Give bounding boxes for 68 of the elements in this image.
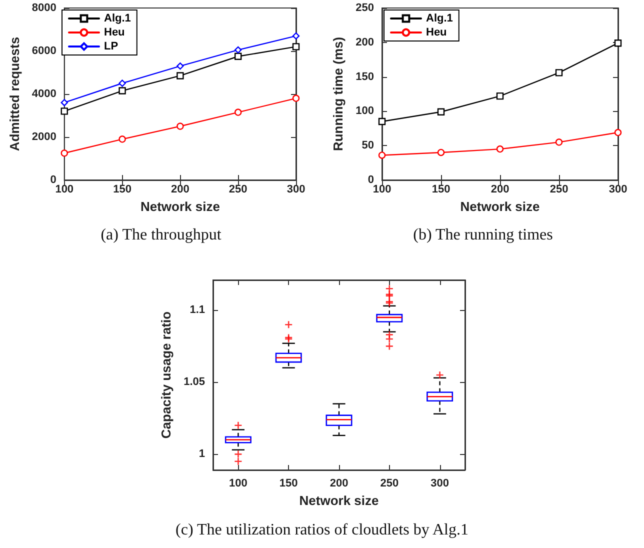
point — [60, 99, 68, 106]
point — [234, 46, 242, 54]
point — [60, 108, 68, 115]
legend-label: Heu — [426, 26, 447, 38]
x-tick-label: 100 — [55, 184, 74, 196]
text: (b) The running times — [413, 226, 553, 244]
point — [437, 108, 445, 116]
x-tick-label: 200 — [171, 184, 190, 196]
x-tick-label: 300 — [286, 184, 306, 196]
point — [292, 43, 300, 50]
y-axis-title: Running time (ms) — [330, 36, 346, 152]
legend-label: Heu — [104, 26, 125, 38]
x-tick-label: 200 — [490, 184, 510, 196]
y-tick-label: 150 — [356, 70, 374, 83]
y-tick-label: 4000 — [32, 88, 56, 100]
x-tick-label: 100 — [372, 184, 392, 196]
point — [614, 128, 622, 136]
y-tick-label: 0 — [50, 174, 56, 186]
point — [614, 39, 622, 47]
point — [555, 69, 563, 76]
point — [60, 150, 68, 157]
point — [555, 138, 563, 146]
y-tick-label: 8000 — [32, 2, 56, 14]
legend-label: LP — [104, 40, 118, 52]
y-axis-title: Capacity usage ratio — [158, 311, 174, 439]
text: (a) The throughput — [100, 226, 222, 244]
point — [292, 94, 300, 102]
point — [378, 152, 386, 159]
point — [292, 32, 300, 40]
x-tick-label: 250 — [550, 184, 568, 196]
x-tick-label: 300 — [608, 184, 628, 196]
x-tick-label: 200 — [330, 478, 348, 490]
point — [176, 62, 184, 70]
y-tick-label: 250 — [356, 2, 374, 14]
x-tick-label: 100 — [229, 478, 248, 490]
point — [176, 72, 184, 80]
y-tick-label: 6000 — [32, 45, 56, 57]
x-tick-label: 250 — [380, 478, 399, 490]
point — [378, 118, 386, 126]
y-tick-label: 1 — [198, 448, 205, 460]
point — [118, 136, 126, 143]
y-tick-label: 0 — [368, 174, 374, 186]
y-axis-title: Admitted requests — [7, 36, 22, 152]
y-tick-label: 50 — [362, 140, 374, 152]
x-tick-label: 150 — [113, 184, 132, 196]
legend-label: Alg.1 — [104, 12, 131, 24]
x-tick-label: 300 — [430, 478, 449, 490]
x-tick-label: 250 — [228, 184, 248, 196]
point — [437, 148, 445, 156]
point — [234, 108, 242, 116]
point — [234, 52, 242, 60]
legend-label: Alg.1 — [426, 12, 453, 24]
point — [496, 145, 504, 153]
x-tick-label: 150 — [279, 478, 298, 490]
point — [496, 92, 504, 100]
point — [176, 122, 184, 130]
x-axis-title: Network size — [140, 199, 220, 214]
x-axis-title: Network size — [299, 492, 379, 508]
text: (c) The utilization ratios of cloudlets by Alg.1 — [176, 522, 468, 538]
point — [118, 80, 126, 87]
y-tick-label: 1.1 — [190, 304, 205, 316]
y-tick-label: 200 — [356, 36, 374, 48]
y-tick-label: 2000 — [32, 131, 56, 143]
point — [118, 87, 126, 94]
y-tick-label: 1.05 — [184, 376, 205, 388]
y-tick-label: 100 — [356, 105, 374, 118]
x-tick-label: 150 — [432, 184, 450, 196]
x-axis-title: Network size — [460, 199, 540, 214]
